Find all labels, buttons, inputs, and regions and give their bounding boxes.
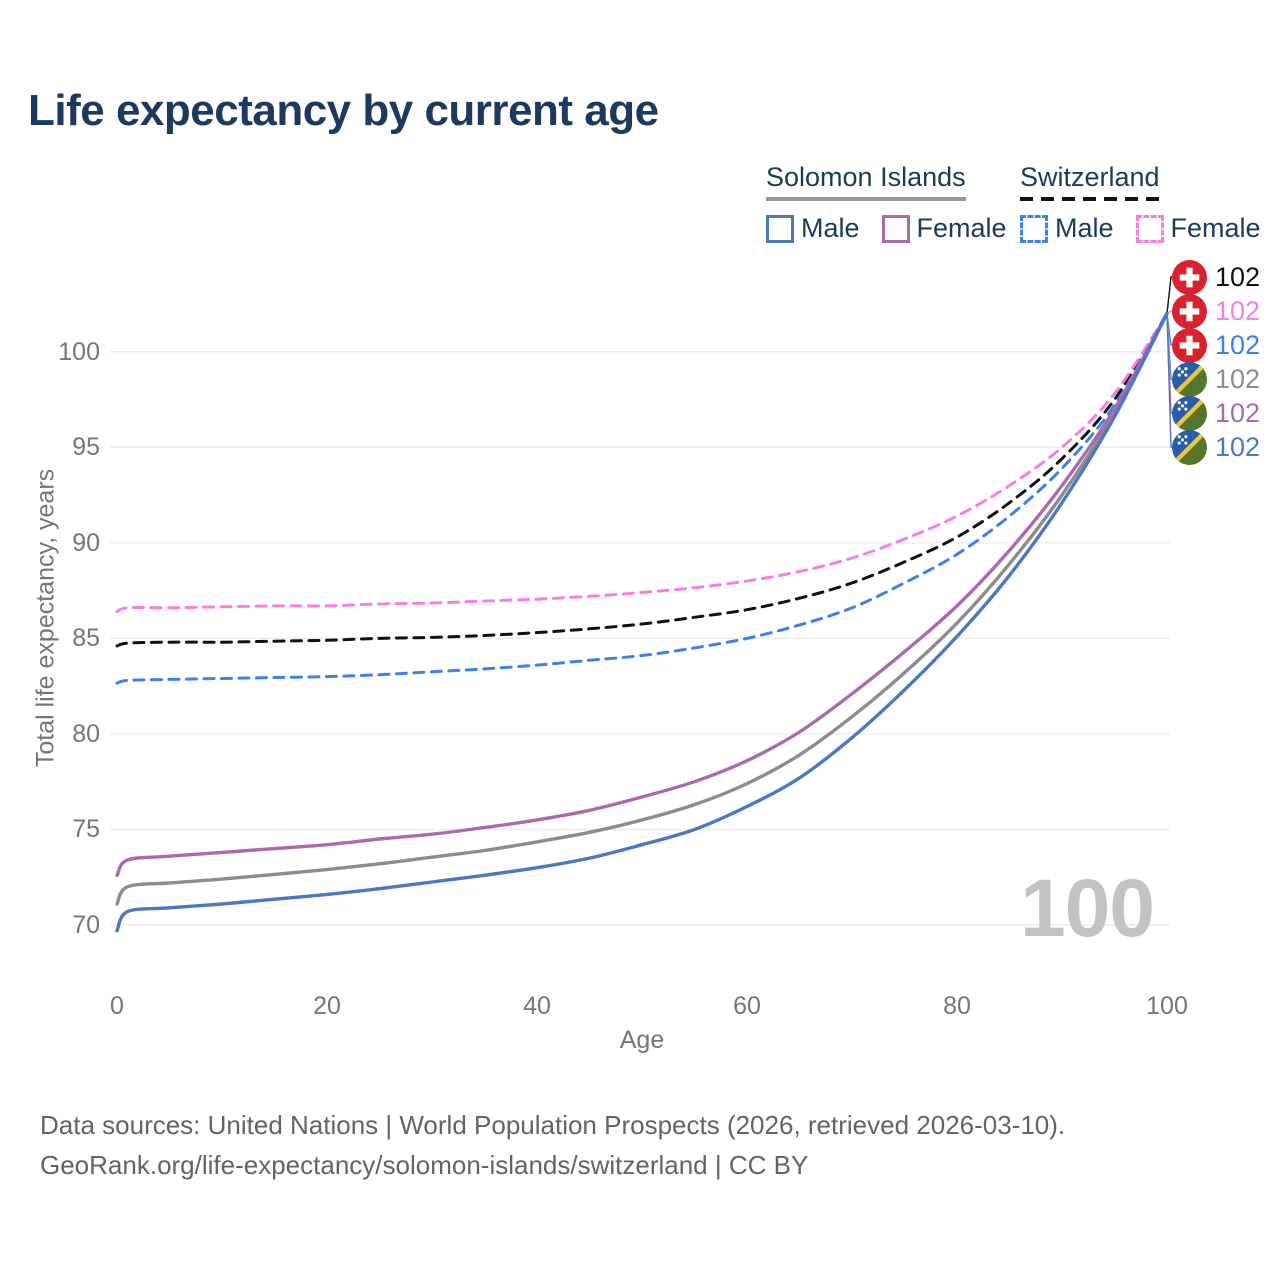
end-label-value: 102 bbox=[1215, 296, 1261, 326]
end-label-value: 102 bbox=[1215, 398, 1261, 428]
y-tick-label-85: 85 bbox=[72, 624, 100, 653]
x-tick-label-20: 20 bbox=[313, 992, 341, 1020]
x-axis-title: Age bbox=[619, 1026, 665, 1054]
solomon-islands-flag-icon bbox=[1172, 361, 1207, 397]
end-label-row: 102 bbox=[1172, 327, 1260, 363]
switzerland-flag-icon bbox=[1172, 259, 1207, 295]
end-label-row: 102 bbox=[1172, 361, 1260, 397]
x-tick-label-40: 40 bbox=[523, 992, 551, 1020]
checkbox-icon bbox=[766, 214, 794, 243]
y-tick-label-100: 100 bbox=[58, 337, 100, 366]
end-label-row: 102 bbox=[1172, 293, 1260, 329]
legend-country-label: Solomon Islands bbox=[766, 162, 966, 192]
page-title: Life expectancy by current age bbox=[28, 86, 659, 135]
end-label-value: 102 bbox=[1215, 330, 1261, 360]
legend-country-solomon-islands[interactable]: Solomon Islands bbox=[766, 162, 966, 201]
legend-group-solomon-islands: Solomon Islands Male Female bbox=[766, 162, 1007, 244]
solomon-islands-flag-icon bbox=[1172, 429, 1207, 465]
series-line-solomon-islands-male bbox=[115, 311, 1169, 933]
y-tick-label-75: 75 bbox=[72, 815, 100, 844]
end-label-value: 102 bbox=[1215, 262, 1261, 292]
x-tick-label-100: 100 bbox=[1146, 992, 1188, 1020]
series-line-solomon-islands-total bbox=[115, 311, 1169, 906]
y-tick-label-70: 70 bbox=[72, 911, 100, 939]
series-line-solomon-islands-female bbox=[115, 311, 1169, 878]
legend-country-label: Switzerland bbox=[1020, 162, 1160, 192]
legend-item-label: Female bbox=[916, 213, 1007, 243]
checkbox-icon bbox=[1020, 214, 1048, 243]
data-source-note: Data sources: United Nations | World Pop… bbox=[40, 1110, 1066, 1140]
legend-item-label: Male bbox=[1055, 213, 1114, 243]
solid-line-sample-icon bbox=[766, 197, 966, 201]
legend-item-label: Male bbox=[801, 213, 860, 243]
end-label-value: 102 bbox=[1215, 364, 1261, 394]
y-tick-label-95: 95 bbox=[72, 433, 100, 462]
checkbox-icon bbox=[1135, 214, 1164, 243]
series-line-switzerland-female bbox=[115, 312, 1169, 614]
series-line-switzerland-total bbox=[115, 312, 1169, 648]
legend-item-switzerland-male[interactable]: Male bbox=[1020, 213, 1114, 244]
legend-item-switzerland-female[interactable]: Female bbox=[1135, 213, 1261, 244]
y-tick-label-90: 90 bbox=[72, 528, 100, 557]
y-axis-title: Total life expectancy, years bbox=[31, 468, 60, 768]
legend-item-solomon-male[interactable]: Male bbox=[766, 213, 860, 244]
x-tick-label-80: 80 bbox=[943, 992, 971, 1020]
legend-item-solomon-female[interactable]: Female bbox=[881, 213, 1007, 244]
x-tick-label-60: 60 bbox=[733, 992, 761, 1020]
end-label-row: 102 bbox=[1172, 429, 1260, 465]
legend-group-switzerland: Switzerland Male Female bbox=[1020, 162, 1261, 244]
end-label-value: 102 bbox=[1215, 432, 1261, 462]
y-tick-label-80: 80 bbox=[72, 719, 100, 748]
switzerland-flag-icon bbox=[1172, 327, 1207, 363]
end-label-row: 102 bbox=[1172, 395, 1260, 431]
legend-item-label: Female bbox=[1170, 213, 1261, 243]
current-age-watermark: 100 bbox=[1020, 863, 1155, 954]
switzerland-flag-icon bbox=[1172, 293, 1207, 329]
checkbox-icon bbox=[881, 214, 910, 243]
attribution-note: GeoRank.org/life-expectancy/solomon-isla… bbox=[40, 1150, 809, 1180]
solomon-islands-flag-icon bbox=[1172, 395, 1207, 431]
end-label-row: 102 bbox=[1172, 259, 1260, 295]
dashed-line-sample-icon bbox=[1020, 197, 1160, 201]
legend-country-switzerland[interactable]: Switzerland bbox=[1020, 162, 1160, 201]
series-line-switzerland-male bbox=[115, 312, 1169, 685]
x-tick-label-0: 0 bbox=[110, 992, 124, 1020]
